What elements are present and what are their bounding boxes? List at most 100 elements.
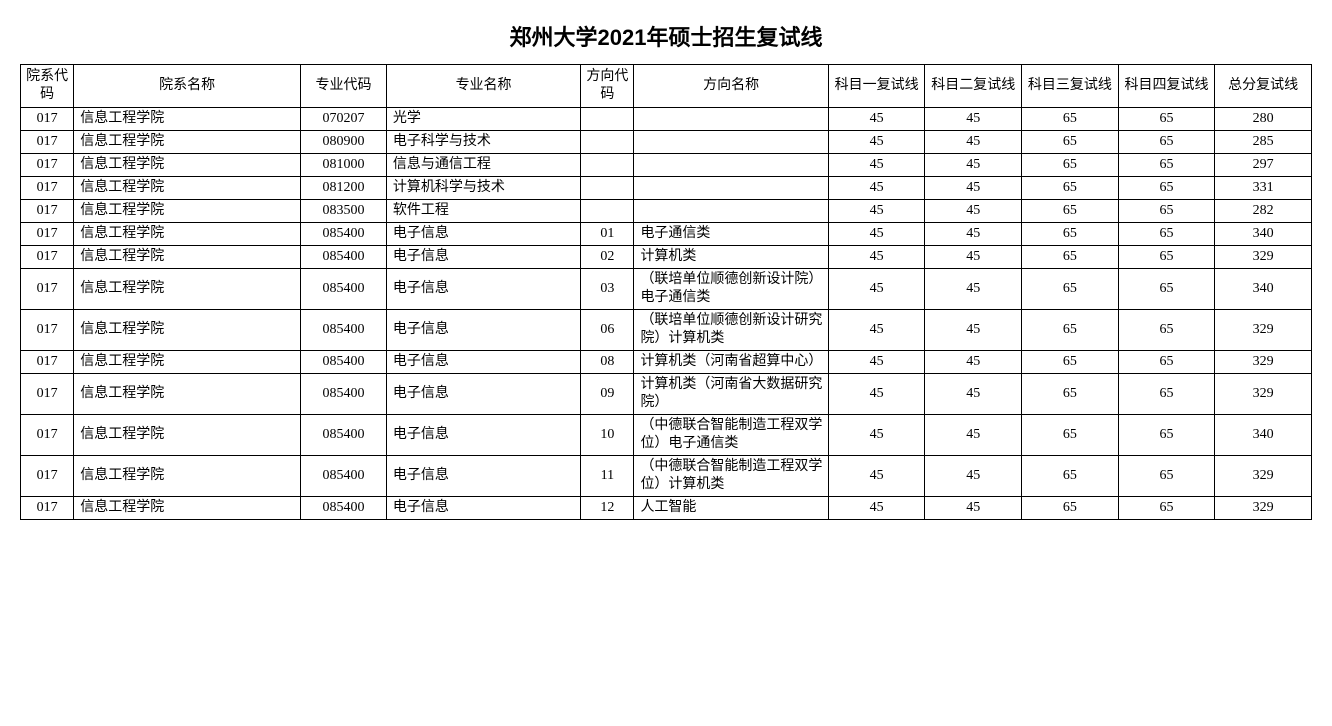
table-row: 017信息工程学院080900电子科学与技术45456565285 (21, 131, 1312, 154)
cell-dir_name (634, 177, 828, 200)
cell-major_name: 电子信息 (386, 269, 580, 310)
table-row: 017信息工程学院085400电子信息12人工智能45456565329 (21, 497, 1312, 520)
cell-major_code: 085400 (301, 456, 387, 497)
cell-s2: 45 (925, 200, 1022, 223)
cell-s2: 45 (925, 131, 1022, 154)
cell-total: 340 (1215, 269, 1312, 310)
cell-dir_name: 电子通信类 (634, 223, 828, 246)
cell-major_code: 085400 (301, 497, 387, 520)
cell-total: 329 (1215, 246, 1312, 269)
cell-s2: 45 (925, 374, 1022, 415)
cell-dir_code: 09 (581, 374, 634, 415)
cell-dept_name: 信息工程学院 (74, 200, 301, 223)
cell-dir_code: 10 (581, 415, 634, 456)
cell-dir_name (634, 131, 828, 154)
page-title: 郑州大学2021年硕士招生复试线 (20, 20, 1312, 52)
column-header: 专业代码 (301, 65, 387, 108)
cell-total: 329 (1215, 374, 1312, 415)
cell-s2: 45 (925, 108, 1022, 131)
cell-s4: 65 (1118, 351, 1215, 374)
cell-s4: 65 (1118, 223, 1215, 246)
cell-major_name: 计算机科学与技术 (386, 177, 580, 200)
cell-total: 340 (1215, 223, 1312, 246)
cell-dept_name: 信息工程学院 (74, 108, 301, 131)
cell-s1: 45 (828, 415, 925, 456)
cell-major_code: 085400 (301, 415, 387, 456)
cell-major_name: 电子信息 (386, 246, 580, 269)
cell-dir_code (581, 131, 634, 154)
cell-s3: 65 (1022, 177, 1119, 200)
cell-s3: 65 (1022, 310, 1119, 351)
cell-major_name: 电子科学与技术 (386, 131, 580, 154)
cell-major_code: 085400 (301, 374, 387, 415)
cell-s3: 65 (1022, 374, 1119, 415)
cell-dept_name: 信息工程学院 (74, 131, 301, 154)
cell-dept_code: 017 (21, 497, 74, 520)
cell-s1: 45 (828, 131, 925, 154)
cell-major_code: 085400 (301, 269, 387, 310)
cell-total: 282 (1215, 200, 1312, 223)
cell-dir_name: （中德联合智能制造工程双学位）电子通信类 (634, 415, 828, 456)
cell-dept_name: 信息工程学院 (74, 177, 301, 200)
cell-major_name: 信息与通信工程 (386, 154, 580, 177)
cell-major_code: 081000 (301, 154, 387, 177)
cell-total: 329 (1215, 310, 1312, 351)
cell-s2: 45 (925, 497, 1022, 520)
cell-major_name: 光学 (386, 108, 580, 131)
cell-s4: 65 (1118, 456, 1215, 497)
cell-dept_code: 017 (21, 246, 74, 269)
cell-major_name: 电子信息 (386, 351, 580, 374)
cell-major_name: 软件工程 (386, 200, 580, 223)
column-header: 科目一复试线 (828, 65, 925, 108)
cell-dept_code: 017 (21, 223, 74, 246)
column-header: 科目四复试线 (1118, 65, 1215, 108)
column-header: 方向代码 (581, 65, 634, 108)
cell-s1: 45 (828, 177, 925, 200)
cell-total: 329 (1215, 497, 1312, 520)
cell-dept_code: 017 (21, 200, 74, 223)
cell-dept_name: 信息工程学院 (74, 374, 301, 415)
cell-dir_code: 03 (581, 269, 634, 310)
cell-dir_name (634, 154, 828, 177)
cell-s1: 45 (828, 310, 925, 351)
cell-dept_code: 017 (21, 108, 74, 131)
cell-s4: 65 (1118, 246, 1215, 269)
table-row: 017信息工程学院083500软件工程45456565282 (21, 200, 1312, 223)
cell-dir_name: 计算机类（河南省大数据研究院） (634, 374, 828, 415)
table-row: 017信息工程学院070207光学45456565280 (21, 108, 1312, 131)
table-row: 017信息工程学院085400电子信息01电子通信类45456565340 (21, 223, 1312, 246)
column-header: 科目二复试线 (925, 65, 1022, 108)
cell-s2: 45 (925, 415, 1022, 456)
cell-s4: 65 (1118, 200, 1215, 223)
cell-dir_code (581, 200, 634, 223)
cell-dept_name: 信息工程学院 (74, 497, 301, 520)
cell-dept_code: 017 (21, 456, 74, 497)
cell-s4: 65 (1118, 177, 1215, 200)
cell-dir_name: 人工智能 (634, 497, 828, 520)
cell-s3: 65 (1022, 246, 1119, 269)
cell-major_name: 电子信息 (386, 223, 580, 246)
cell-s2: 45 (925, 269, 1022, 310)
table-row: 017信息工程学院085400电子信息03（联培单位顺德创新设计院）电子通信类4… (21, 269, 1312, 310)
cell-major_name: 电子信息 (386, 374, 580, 415)
cell-total: 285 (1215, 131, 1312, 154)
cell-dept_name: 信息工程学院 (74, 415, 301, 456)
cell-dept_name: 信息工程学院 (74, 456, 301, 497)
cell-total: 329 (1215, 351, 1312, 374)
cell-s2: 45 (925, 310, 1022, 351)
cell-dir_code (581, 108, 634, 131)
cell-s3: 65 (1022, 108, 1119, 131)
table-row: 017信息工程学院085400电子信息10（中德联合智能制造工程双学位）电子通信… (21, 415, 1312, 456)
cell-s4: 65 (1118, 497, 1215, 520)
cell-s3: 65 (1022, 200, 1119, 223)
cell-dept_code: 017 (21, 351, 74, 374)
cell-dir_code (581, 154, 634, 177)
column-header: 方向名称 (634, 65, 828, 108)
cell-s4: 65 (1118, 415, 1215, 456)
table-body: 017信息工程学院070207光学45456565280017信息工程学院080… (21, 108, 1312, 520)
admission-table: 院系代码院系名称专业代码专业名称方向代码方向名称科目一复试线科目二复试线科目三复… (20, 64, 1312, 520)
cell-s3: 65 (1022, 154, 1119, 177)
cell-s3: 65 (1022, 456, 1119, 497)
cell-total: 329 (1215, 456, 1312, 497)
cell-s3: 65 (1022, 269, 1119, 310)
